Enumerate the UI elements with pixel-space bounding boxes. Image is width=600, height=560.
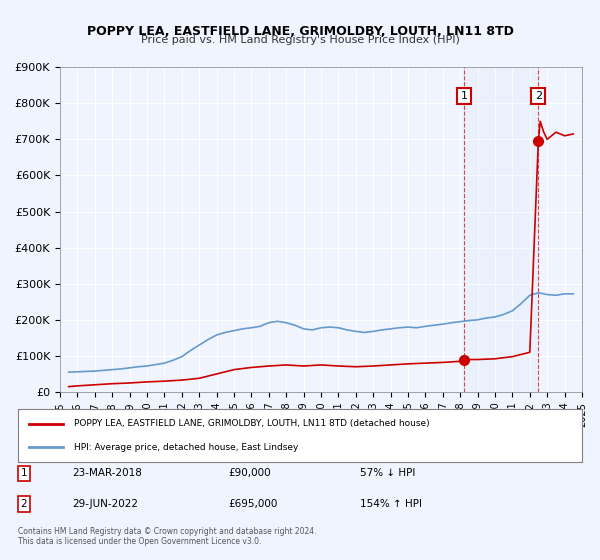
Text: 1: 1 xyxy=(461,91,467,101)
Text: 2: 2 xyxy=(20,499,28,509)
Text: 1: 1 xyxy=(20,468,28,478)
Text: 29-JUN-2022: 29-JUN-2022 xyxy=(72,499,138,509)
Text: 23-MAR-2018: 23-MAR-2018 xyxy=(72,468,142,478)
Text: 57% ↓ HPI: 57% ↓ HPI xyxy=(360,468,415,478)
Text: HPI: Average price, detached house, East Lindsey: HPI: Average price, detached house, East… xyxy=(74,442,299,451)
Text: 154% ↑ HPI: 154% ↑ HPI xyxy=(360,499,422,509)
Text: Price paid vs. HM Land Registry's House Price Index (HPI): Price paid vs. HM Land Registry's House … xyxy=(140,35,460,45)
Text: 2: 2 xyxy=(535,91,542,101)
Bar xyxy=(464,67,538,392)
Text: £695,000: £695,000 xyxy=(228,499,277,509)
Text: Contains HM Land Registry data © Crown copyright and database right 2024.
This d: Contains HM Land Registry data © Crown c… xyxy=(18,526,317,546)
Text: £90,000: £90,000 xyxy=(228,468,271,478)
Text: POPPY LEA, EASTFIELD LANE, GRIMOLDBY, LOUTH, LN11 8TD: POPPY LEA, EASTFIELD LANE, GRIMOLDBY, LO… xyxy=(86,25,514,38)
Text: POPPY LEA, EASTFIELD LANE, GRIMOLDBY, LOUTH, LN11 8TD (detached house): POPPY LEA, EASTFIELD LANE, GRIMOLDBY, LO… xyxy=(74,419,430,428)
